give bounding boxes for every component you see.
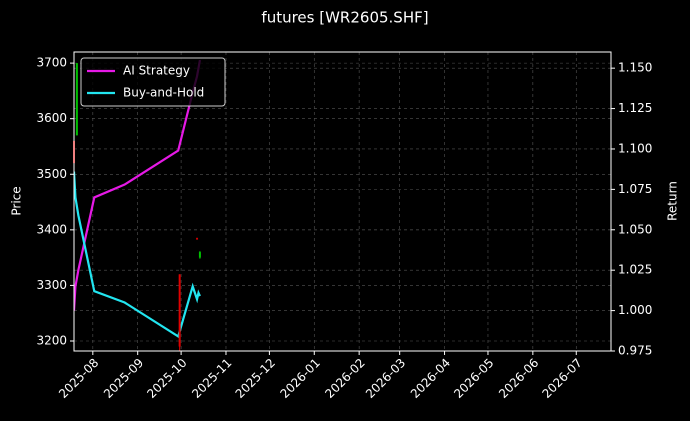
y-tick-label: 3300 xyxy=(36,278,67,292)
y-tick-label: 3500 xyxy=(36,167,67,181)
candle-body xyxy=(178,274,181,347)
candle-body xyxy=(198,252,201,258)
y-tick-label: 3600 xyxy=(36,111,67,125)
x-tick-label: 2025-11 xyxy=(189,356,234,401)
x-tick-label: 2026-06 xyxy=(496,356,541,401)
x-tick-label: 2025-10 xyxy=(144,356,189,401)
x-tick-label: 2026-01 xyxy=(278,356,323,401)
candle-body xyxy=(75,63,78,136)
legend-label: Buy-and-Hold xyxy=(123,86,204,100)
x-tick-label: 2025-09 xyxy=(101,356,146,401)
x-tick-label: 2026-03 xyxy=(363,356,408,401)
x-tick-label: 2026-02 xyxy=(322,356,367,401)
x-tick-label: 2026-07 xyxy=(540,356,585,401)
plot-frame xyxy=(73,51,612,352)
y-tick-label: 3200 xyxy=(36,333,67,347)
y2-tick-label: 1.075 xyxy=(618,182,652,196)
x-tick-label: 2025-08 xyxy=(56,356,101,401)
chart-title: futures [WR2605.SHF] xyxy=(261,9,428,27)
y2-tick-label: 1.125 xyxy=(618,101,652,115)
y2-tick-label: 1.025 xyxy=(618,263,652,277)
x-tick-label: 2026-04 xyxy=(408,356,453,401)
legend-label: AI Strategy xyxy=(123,64,190,78)
legend-box xyxy=(80,57,226,107)
y2-tick-label: 1.100 xyxy=(618,141,652,155)
y-axis-label: Price xyxy=(10,186,24,215)
y2-tick-label: 0.975 xyxy=(618,344,652,358)
x-tick-label: 2026-05 xyxy=(451,356,496,401)
y2-tick-label: 1.050 xyxy=(618,222,652,236)
return-line xyxy=(74,171,201,339)
candle-body xyxy=(196,238,199,240)
x-tick-label: 2025-12 xyxy=(233,356,278,401)
y2-tick-label: 1.000 xyxy=(618,303,652,317)
y-tick-label: 3400 xyxy=(36,222,67,236)
y-tick-label: 3700 xyxy=(36,56,67,70)
y2-tick-label: 1.150 xyxy=(618,61,652,75)
y2-axis-label: Return xyxy=(666,181,680,221)
